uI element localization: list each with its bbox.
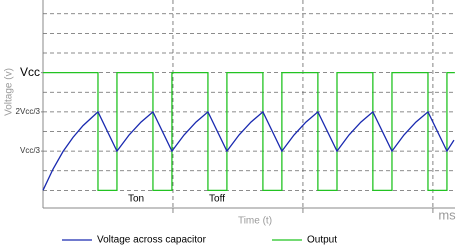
x-axis-label: Time (t) [238,216,272,227]
series-line [43,71,455,191]
y-tick-label: Vcc [20,65,40,79]
x-unit: ms [438,207,456,222]
y-tick-label: 2Vcc/3 [16,107,41,116]
legend-label: Output [307,235,337,246]
y-axis-label: Voltage (v) [4,68,15,116]
y-tick-label: Vcc/3 [20,146,41,155]
annotation: Ton [128,194,144,205]
annotation: Toff [209,194,225,205]
legend-label: Voltage across capacitor [97,235,207,246]
series-line [42,110,455,191]
